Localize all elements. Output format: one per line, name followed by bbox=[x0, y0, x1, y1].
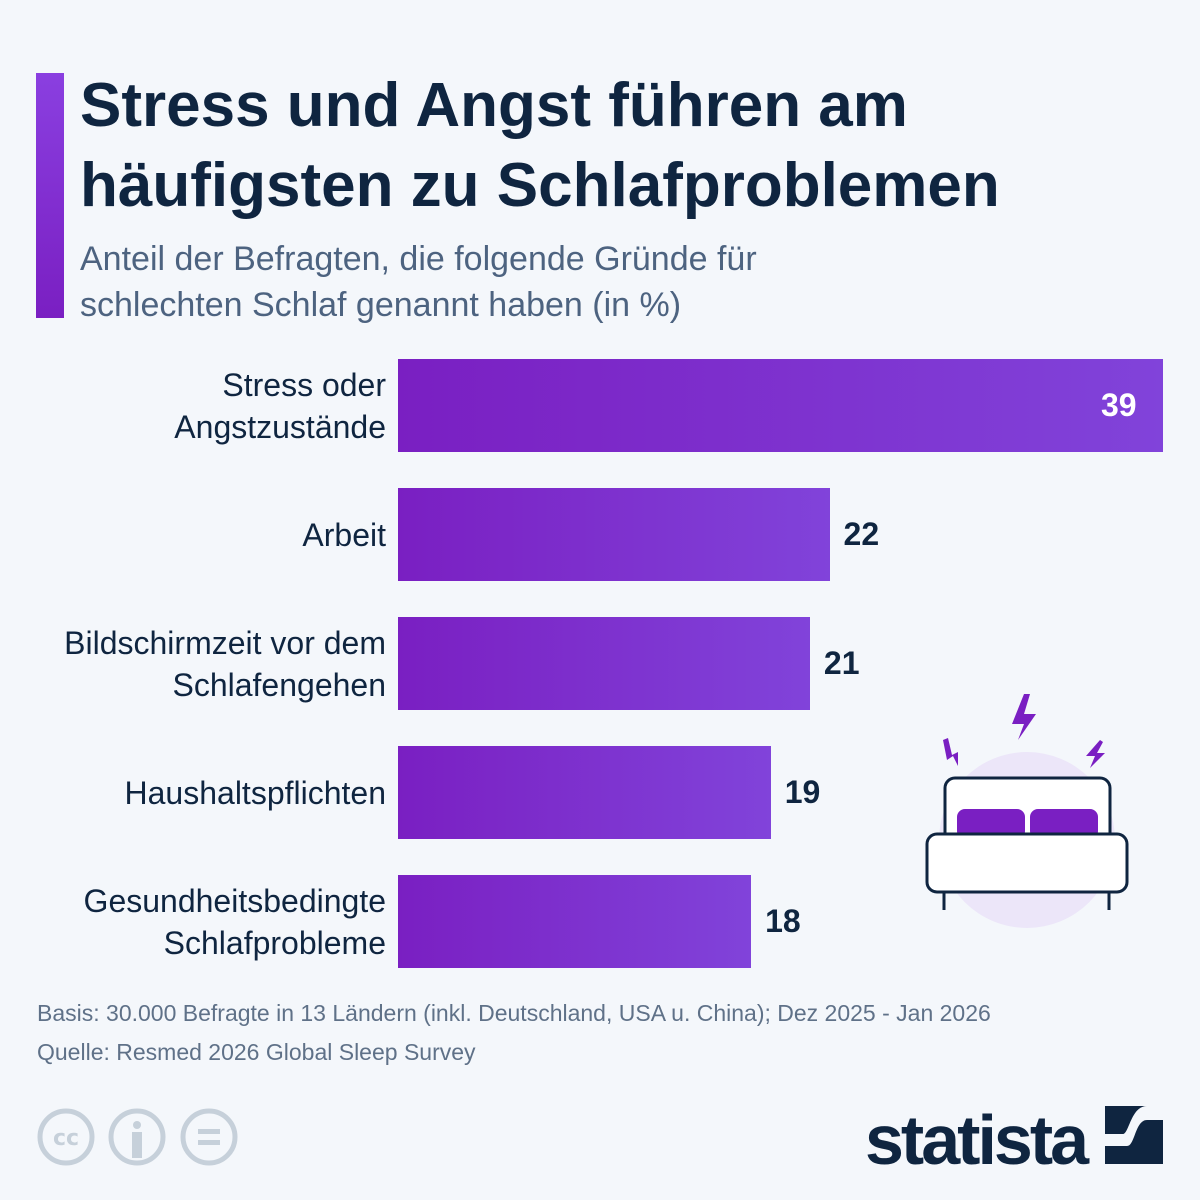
title-accent-bar bbox=[36, 73, 64, 318]
statista-logo[interactable]: statista bbox=[865, 1100, 1089, 1180]
value-label: 19 bbox=[784, 774, 821, 810]
bar bbox=[398, 617, 810, 710]
bed-icon bbox=[925, 694, 1129, 928]
footer-source: Quelle: Resmed 2026 Global Sleep Survey bbox=[37, 1039, 476, 1065]
chart-title: Stress und Angst führen am häufigsten zu… bbox=[80, 71, 1000, 220]
bar bbox=[398, 359, 1163, 452]
value-label: 39 bbox=[1101, 387, 1137, 423]
category-label-text: Stress oder Angstzustände bbox=[174, 366, 386, 445]
cc-icon[interactable]: cc bbox=[37, 1108, 95, 1166]
value-label: 21 bbox=[823, 645, 860, 681]
by-icon[interactable] bbox=[108, 1108, 166, 1166]
category-label-text: Bildschirmzeit vor dem Schlafengehen bbox=[64, 624, 386, 703]
chart-subtitle: Anteil der Befragten, die folgende Gründ… bbox=[80, 240, 757, 324]
footer-basis: Basis: 30.000 Befragte in 13 Ländern (in… bbox=[37, 1000, 991, 1026]
category-label-text: Arbeit bbox=[302, 516, 386, 553]
category-label: Stress oder Angstzustände bbox=[30, 359, 386, 452]
bar bbox=[398, 746, 771, 839]
category-label-text: Gesundheitsbedingte Schlafprobleme bbox=[83, 882, 386, 961]
category-label: Gesundheitsbedingte Schlafprobleme bbox=[30, 875, 386, 968]
category-label: Bildschirmzeit vor dem Schlafengehen bbox=[30, 617, 386, 710]
value-label: 22 bbox=[843, 516, 880, 552]
value-label: 18 bbox=[765, 903, 801, 939]
bar bbox=[398, 875, 752, 968]
svg-text:cc: cc bbox=[53, 1126, 79, 1151]
bar bbox=[398, 488, 830, 581]
category-label: Arbeit bbox=[30, 488, 386, 581]
brand-text: statista bbox=[865, 1101, 1089, 1179]
category-label-text: Haushaltspflichten bbox=[124, 774, 386, 811]
category-label: Haushaltspflichten bbox=[30, 746, 386, 839]
nd-icon[interactable] bbox=[180, 1108, 238, 1166]
statista-logo-mark-icon bbox=[1105, 1106, 1163, 1164]
